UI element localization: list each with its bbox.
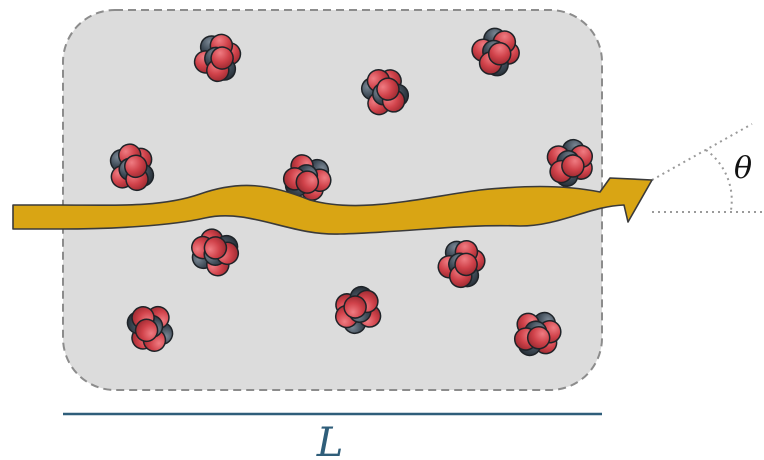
scattered-direction-line [651, 123, 753, 181]
beam-arrow [12, 177, 653, 235]
angle-guides [651, 123, 764, 213]
length-label: L [316, 420, 344, 460]
angle-label: θ [734, 151, 752, 186]
angle-arc [705, 149, 733, 211]
